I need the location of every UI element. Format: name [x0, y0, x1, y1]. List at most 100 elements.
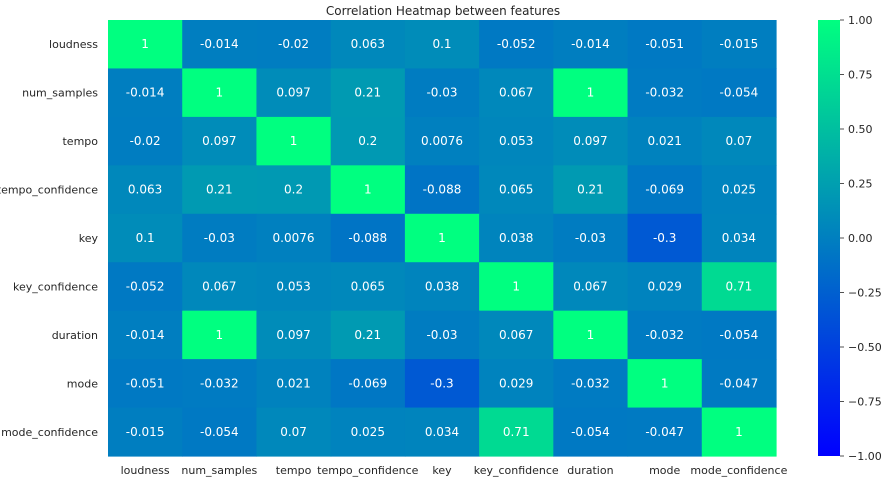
heatmap-cell-label: -0.054	[200, 425, 239, 439]
heatmap-cell-label: 0.034	[722, 231, 756, 245]
heatmap-cell-label: 1	[438, 231, 446, 245]
heatmap-cell	[553, 310, 629, 360]
heatmap-cell	[404, 359, 480, 409]
heatmap-cell-label: 0.034	[425, 425, 459, 439]
heatmap-cell-label: -0.088	[348, 231, 387, 245]
heatmap-cell-label: 1	[364, 183, 372, 197]
heatmap-cell	[330, 407, 406, 457]
heatmap-cell	[108, 262, 183, 312]
heatmap-cell	[330, 20, 406, 70]
heatmap-cell	[701, 213, 777, 263]
heatmap-cell	[701, 359, 777, 409]
heatmap-cell	[553, 165, 629, 215]
heatmap-cell-label: 0.71	[503, 425, 530, 439]
x-axis-tick-labels: loudness num_samples tempo tempo_confidence…	[121, 464, 788, 477]
heatmap-cell-label: -0.03	[426, 86, 457, 100]
colorbar-tick-label: 0.75	[848, 69, 873, 82]
heatmap-cell	[108, 116, 183, 166]
heatmap-cell-label: -0.032	[571, 376, 610, 390]
heatmap-cell	[182, 310, 258, 360]
heatmap-cell-label: -0.088	[423, 183, 462, 197]
heatmap-cell-label: -0.015	[720, 37, 759, 51]
heatmap-cell-label: -0.014	[200, 37, 239, 51]
heatmap-cell-label: -0.014	[571, 37, 610, 51]
heatmap-cell-label: 0.025	[722, 183, 756, 197]
heatmap-cell-label: -0.054	[571, 425, 610, 439]
heatmap-cell-label: 1	[661, 376, 669, 390]
heatmap-cell	[256, 116, 332, 166]
heatmap-cell-label: -0.032	[645, 328, 684, 342]
heatmap-cell	[182, 407, 258, 457]
heatmap-cell	[108, 20, 183, 70]
heatmap-cell-label: 0.053	[499, 134, 533, 148]
heatmap-cell-label: 1	[735, 425, 743, 439]
heatmap-cell	[627, 20, 703, 70]
heatmap-cell-label: -0.032	[200, 376, 239, 390]
heatmap-cell	[627, 359, 703, 409]
heatmap-cell-label: -0.014	[126, 328, 165, 342]
colorbar-tick-label: −0.75	[848, 396, 882, 409]
x-tick-label: key_confidence	[474, 464, 559, 477]
heatmap-cell	[256, 262, 332, 312]
heatmap-cell	[553, 20, 629, 70]
heatmap-cell	[330, 213, 406, 263]
heatmap-cell	[627, 407, 703, 457]
heatmap-cell-label: 0.0076	[273, 231, 315, 245]
y-tick-label: key	[79, 232, 99, 245]
colorbar-tick-label: −0.25	[848, 287, 882, 300]
heatmap-cell	[182, 165, 258, 215]
y-tick-label: mode_confidence	[1, 426, 98, 439]
y-tick-label: tempo_confidence	[0, 184, 98, 197]
heatmap-cell	[479, 407, 554, 457]
heatmap-cell-label: -0.051	[645, 37, 684, 51]
heatmap-cell-label: 0.065	[351, 279, 385, 293]
heatmap-cell	[701, 68, 777, 118]
heatmap-cell	[404, 213, 480, 263]
heatmap-cell	[479, 262, 554, 312]
y-tick-label: duration	[52, 329, 98, 342]
heatmap-cell	[479, 213, 554, 263]
heatmap-cell-label: 0.0076	[421, 134, 463, 148]
heatmap-cell-label: 1	[216, 328, 224, 342]
heatmap-cell-label: 0.025	[351, 425, 385, 439]
heatmap-cell	[182, 68, 258, 118]
heatmap-cell	[627, 262, 703, 312]
heatmap-cell	[182, 116, 258, 166]
heatmap-cell-label: 0.07	[280, 425, 307, 439]
heatmap-cell	[330, 116, 406, 166]
heatmap-cell-label: 0.063	[351, 37, 385, 51]
heatmap-cell	[627, 213, 703, 263]
x-tick-label: tempo_confidence	[317, 464, 418, 477]
heatmap-cell-label: 0.21	[577, 183, 604, 197]
heatmap-cell	[108, 407, 183, 457]
heatmap-cell-label: 0.067	[573, 279, 607, 293]
heatmap-cell-label: -0.03	[204, 231, 235, 245]
heatmap-cell	[627, 116, 703, 166]
heatmap-cell-label: 0.097	[276, 328, 310, 342]
heatmap-cell	[701, 116, 777, 166]
heatmap-cell-label: 0.2	[284, 183, 303, 197]
colorbar-tick-label: −1.00	[848, 450, 882, 463]
heatmap-cell-label: 0.71	[726, 279, 753, 293]
heatmap-cell-label: -0.052	[497, 37, 536, 51]
heatmap-cell	[256, 310, 332, 360]
heatmap-cell-label: 0.07	[726, 134, 753, 148]
heatmap-cell	[479, 165, 554, 215]
heatmap-cell-label: -0.02	[130, 134, 161, 148]
heatmap-cell-label: 0.038	[425, 279, 459, 293]
heatmap-cell	[701, 262, 777, 312]
heatmap-cell-label: -0.3	[653, 231, 676, 245]
heatmap-cell	[701, 407, 777, 457]
heatmap-cell	[479, 68, 554, 118]
heatmap-cell-label: 0.1	[136, 231, 155, 245]
heatmap-cell	[553, 359, 629, 409]
heatmap-cell-label: 1	[587, 86, 595, 100]
heatmap-cell	[553, 116, 629, 166]
heatmap-cell-label: -0.051	[126, 376, 165, 390]
heatmap-cell-label: -0.03	[575, 231, 606, 245]
y-tick-label: loudness	[49, 38, 98, 51]
heatmap-cell-label: -0.069	[348, 376, 387, 390]
heatmap-cell	[404, 262, 480, 312]
